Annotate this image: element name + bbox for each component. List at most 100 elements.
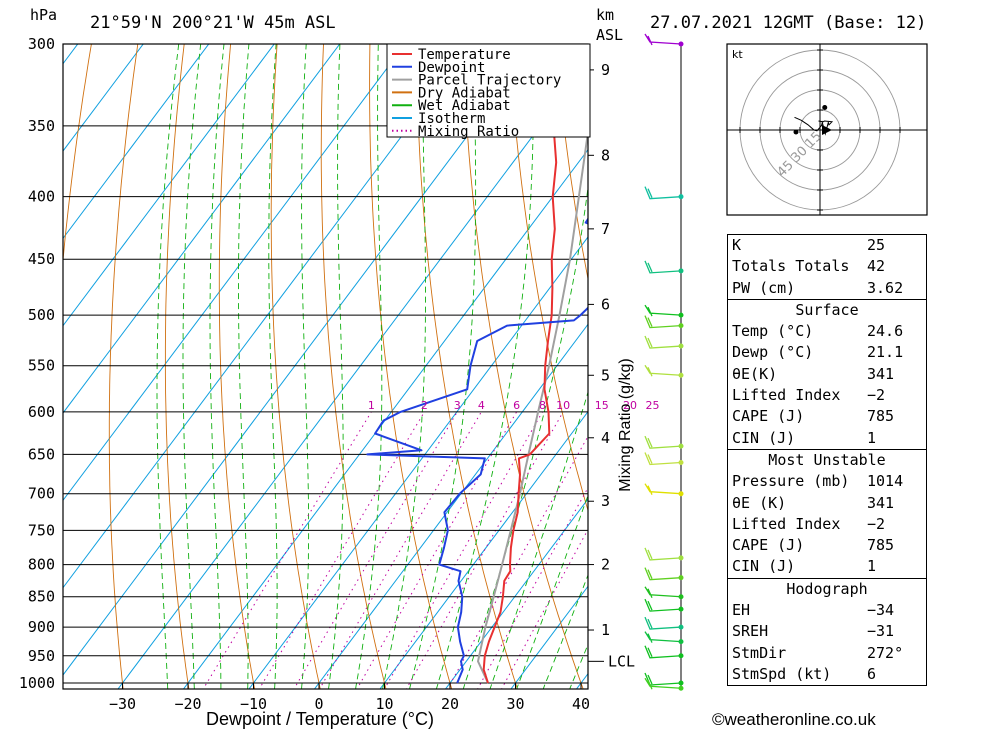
row-value: 24.6 — [867, 322, 904, 341]
wind-barb — [644, 616, 682, 630]
km-tick-label: 5 — [601, 366, 610, 384]
mixing-ratio-line — [405, 411, 564, 689]
x-tick-label: −20 — [174, 695, 201, 713]
wind-barb — [644, 567, 682, 581]
isotherm-line — [313, 323, 588, 689]
legend-label: Wet Adiabat — [418, 98, 511, 114]
row-label: PW (cm) — [732, 278, 796, 297]
wind-barb — [644, 260, 682, 274]
lcl-label: LCL — [608, 652, 635, 670]
x-tick-label: 20 — [441, 695, 459, 713]
table-row: EH −34 — [728, 600, 926, 621]
dewpoint-line — [366, 44, 588, 684]
table-row: CAPE (J) 785 — [728, 535, 926, 556]
dry-adiabat-line — [63, 44, 92, 266]
row-label: StmSpd (kt) — [732, 664, 832, 683]
legend-label: Mixing Ratio — [418, 124, 519, 140]
mixing-ratio-line — [501, 528, 588, 689]
row-value: 1 — [867, 428, 877, 447]
x-tick-label: 10 — [375, 695, 393, 713]
surface-title: Surface — [795, 300, 859, 319]
pressure-unit-label: hPa — [30, 6, 58, 24]
mixing-ratio-line — [258, 411, 425, 689]
legend-label: Dewpoint — [418, 60, 485, 76]
storm-motion-marker — [822, 125, 832, 135]
dry-adiabat-line — [320, 44, 387, 689]
wind-barb — [644, 364, 682, 377]
table-row: StmDir 272° — [728, 643, 926, 664]
wind-barb — [644, 452, 682, 466]
dry-adiabat-line — [962, 7, 1000, 709]
pressure-tick-label: 400 — [28, 188, 55, 206]
indices-box: K 25 Totals Totals 42 PW (cm) 3.62 — [727, 234, 927, 300]
pressure-tick-label: 750 — [28, 521, 55, 539]
km-tick-label: 1 — [601, 621, 610, 639]
row-label: K — [732, 236, 742, 254]
wet-adiabat-line — [409, 44, 477, 689]
wind-barb — [644, 186, 682, 200]
row-value: 1 — [867, 557, 877, 576]
table-row: CAPE (J) 785 — [728, 406, 926, 427]
km-tick-label: 6 — [601, 295, 610, 313]
dry-adiabat-line — [270, 44, 321, 689]
wind-barb — [644, 547, 682, 561]
mixing-ratio-line — [202, 411, 372, 689]
table-row: SREH −31 — [728, 621, 926, 642]
wet-adiabat-line — [489, 390, 588, 689]
pressure-tick-label: 1000 — [19, 674, 55, 692]
dry-adiabat-line — [415, 44, 518, 689]
datetime-label: 27.07.2021 12GMT (Base: 12) — [650, 13, 927, 33]
wet-adiabat-line — [238, 44, 250, 689]
mixing-ratio-line — [446, 435, 588, 689]
km-axis: 1 2 3 4 5 6 7 8 9 LCL — [588, 61, 635, 670]
km-tick-label: 8 — [601, 146, 610, 164]
row-label: Temp (°C) — [732, 322, 814, 341]
hodograph-unit-label: kt — [732, 48, 743, 61]
pressure-tick-label: 700 — [28, 485, 55, 503]
legend-label: Isotherm — [418, 111, 485, 127]
pressure-tick-label: 300 — [28, 35, 55, 53]
mixing-ratio-label: 1 — [368, 399, 375, 412]
mixing-ratio-labels: 1 2 3 4 6 8 10 15 20 25 — [368, 399, 660, 412]
wind-barb — [644, 304, 682, 317]
row-value: 1014 — [867, 472, 904, 491]
dry-adiabat-line — [164, 44, 190, 689]
row-value: 785 — [867, 536, 895, 555]
temperature-line — [482, 44, 558, 684]
location-label: 21°59'N 200°21'W 45m ASL — [90, 13, 336, 33]
asl-unit-label: ASL — [596, 26, 624, 44]
mixing-ratio-label: 3 — [454, 399, 461, 412]
isotherm-line — [63, 44, 275, 327]
isotherm-line — [63, 44, 210, 240]
row-value: 25 — [867, 236, 886, 254]
x-tick-label: 40 — [572, 695, 590, 713]
x-tick-label: 0 — [314, 695, 323, 713]
wind-barb — [644, 315, 682, 329]
wind-barb — [644, 645, 682, 659]
mixing-ratio-line — [477, 486, 588, 689]
y-axis-label: Mixing Ratio (g/kg) — [617, 358, 634, 491]
isotherm-line — [63, 44, 406, 502]
pressure-tick-label: 650 — [28, 445, 55, 463]
row-value: 6 — [867, 664, 877, 683]
mixing-ratio-label: 8 — [539, 399, 546, 412]
mixing-ratio-label: 15 — [595, 399, 609, 412]
table-row: PW (cm) 3.62 — [728, 278, 926, 299]
wet-adiabat-line — [382, 44, 426, 689]
row-label: Totals Totals — [732, 257, 850, 276]
dry-adiabat-line — [108, 44, 139, 689]
km-tick-label: 9 — [601, 61, 610, 79]
isotherm-line — [379, 410, 588, 689]
wind-barb — [644, 586, 682, 599]
row-label: CIN (J) — [732, 428, 796, 447]
surface-box: Surface Temp (°C) 24.6 Dewp (°C) 21.1 θE(K) 3… — [727, 298, 927, 450]
row-label: Lifted Index — [732, 386, 841, 405]
pressure-tick-label: 850 — [28, 588, 55, 606]
y-axis: 300 350 400 450 500 550 600 650 700 750 800 850 900 9… — [19, 35, 55, 692]
row-value: 341 — [867, 493, 895, 512]
wind-barb — [644, 672, 682, 686]
isotherm-line — [510, 585, 588, 689]
mixing-ratio-line — [383, 411, 543, 689]
